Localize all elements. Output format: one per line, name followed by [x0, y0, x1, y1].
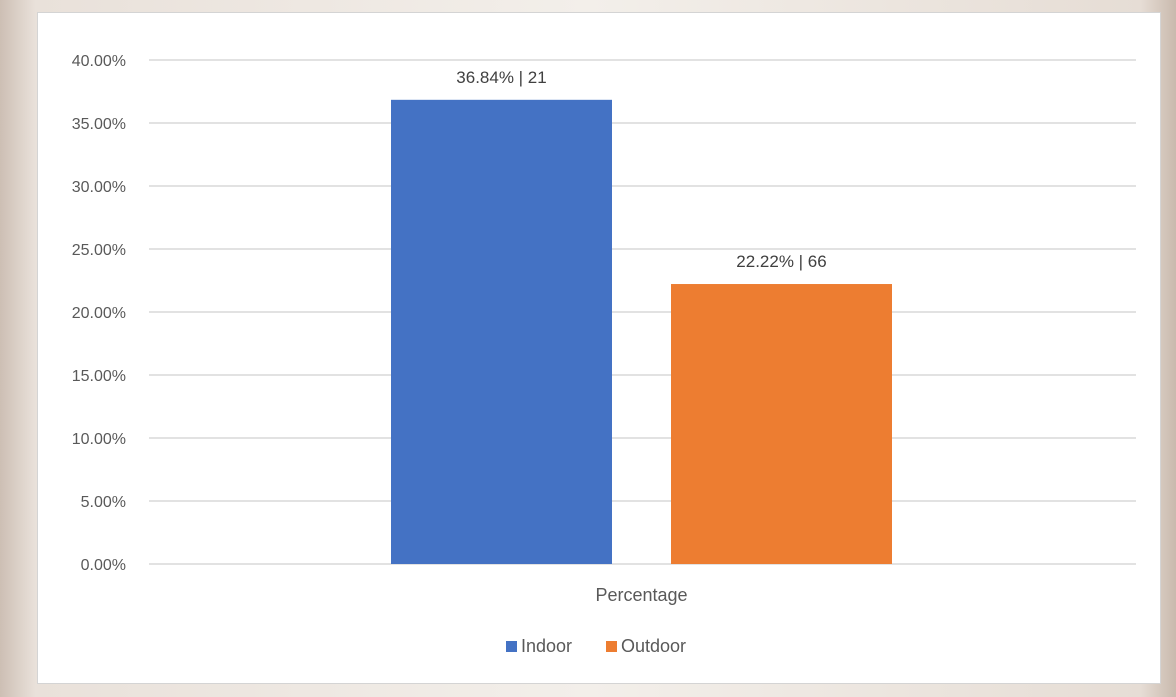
y-tick-label: 35.00%: [72, 116, 126, 133]
y-tick-label: 10.00%: [72, 431, 126, 448]
y-tick-label: 25.00%: [72, 242, 126, 259]
data-label-indoor: 36.84% | 21: [456, 68, 546, 87]
y-tick-label: 40.00%: [72, 53, 126, 70]
y-tick-label: 5.00%: [81, 494, 126, 511]
gridlines: [149, 59, 1136, 565]
y-tick-label: 30.00%: [72, 179, 126, 196]
legend-label-indoor: Indoor: [521, 636, 572, 656]
y-tick-label: 0.00%: [81, 557, 126, 574]
legend: Indoor Outdoor: [506, 636, 686, 656]
y-tick-label: 15.00%: [72, 368, 126, 385]
legend-swatch-outdoor: [606, 641, 617, 652]
y-tick-label: 20.00%: [72, 305, 126, 322]
legend-label-outdoor: Outdoor: [621, 636, 686, 656]
chart-area: 0.00% 5.00% 10.00% 15.00% 20.00% 25.00% 30.00%…: [37, 12, 1161, 684]
data-label-outdoor: 22.22% | 66: [736, 252, 826, 271]
legend-swatch-indoor: [506, 641, 517, 652]
bar-indoor: [391, 99, 612, 564]
bar-chart: 0.00% 5.00% 10.00% 15.00% 20.00% 25.00% 30.00%…: [72, 53, 1136, 656]
bars: [391, 99, 892, 564]
y-axis-ticks: 0.00% 5.00% 10.00% 15.00% 20.00% 25.00% 30.00%…: [72, 53, 126, 574]
bar-outdoor: [671, 284, 892, 564]
x-category-label: Percentage: [595, 585, 687, 605]
data-labels: 36.84% | 21 22.22% | 66: [456, 68, 826, 271]
